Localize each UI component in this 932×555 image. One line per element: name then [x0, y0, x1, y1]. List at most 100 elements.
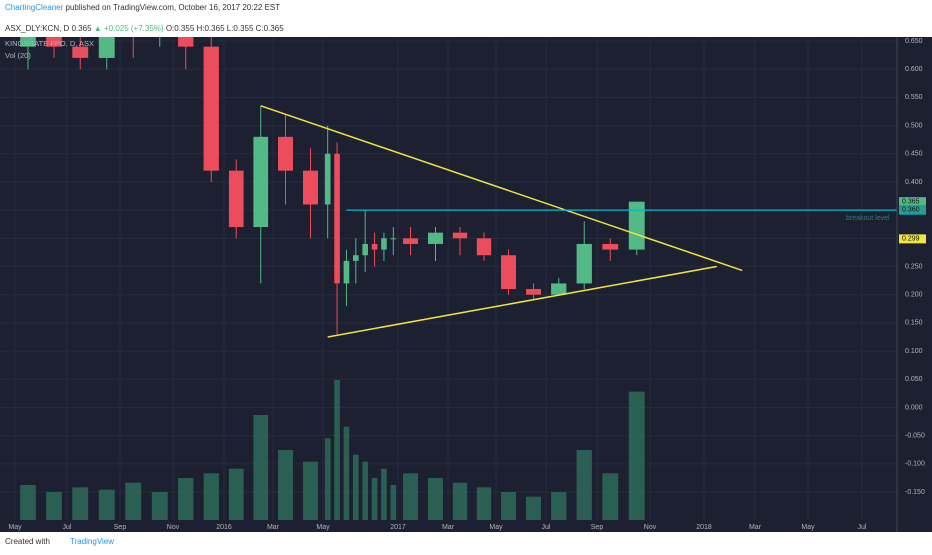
candle-body [390, 238, 397, 240]
volume-bar [628, 391, 645, 520]
y-tick-label: 0.400 [905, 179, 923, 186]
volume-bar [303, 461, 318, 520]
symbol: ASX_DLY:KCN, D [5, 24, 70, 33]
volume-bar [452, 482, 468, 520]
header-bar [0, 0, 932, 37]
candle-body [526, 289, 541, 295]
x-tick-label: Jul [63, 524, 72, 531]
price-marker-label: 0.299 [902, 236, 920, 243]
x-tick-label: Jul [858, 524, 867, 531]
volume-bar [353, 454, 359, 520]
trendline [260, 105, 743, 272]
volume-bar [151, 492, 168, 520]
y-tick-label: 0.250 [905, 263, 923, 270]
volume-bar [576, 450, 592, 520]
y-tick-label: -0.050 [905, 432, 925, 439]
y-tick-label: 0.050 [905, 376, 923, 383]
candle-body [403, 238, 418, 244]
x-tick-label: May [801, 524, 815, 531]
price-marker [899, 234, 926, 244]
x-tick-label: Jul [542, 524, 551, 531]
candle-body [628, 201, 645, 250]
y-tick-label: 0.100 [905, 348, 923, 355]
footer-brand[interactable]: TradingView [70, 537, 114, 546]
volume-bar [46, 492, 62, 520]
price-marker-label: 0.365 [902, 199, 920, 206]
volume-bar [403, 473, 418, 520]
volume-bar [278, 450, 293, 520]
candle-body [324, 153, 331, 205]
candle-body [371, 243, 378, 250]
volume-bar [526, 496, 541, 520]
volume-bar [334, 380, 340, 520]
x-tick-label: 2018 [696, 524, 712, 531]
volume-bar [381, 468, 387, 520]
volume-bar [362, 461, 368, 520]
candle-body [476, 238, 492, 256]
chart-area [0, 37, 932, 532]
volume-bar [228, 468, 244, 520]
ticker-line: ASX_DLY:KCN, D 0.365 ▲ +0.025 (+7.35%) O… [5, 24, 284, 33]
y-tick-label: 0.600 [905, 66, 923, 73]
footer-bar [0, 532, 932, 550]
price-marker [899, 204, 926, 214]
volume-bar [501, 492, 516, 520]
x-tick-label: Nov [644, 524, 657, 531]
candle-body [551, 283, 567, 295]
candle-body [428, 232, 443, 244]
volume-bar [324, 438, 331, 520]
x-tick-label: May [8, 524, 22, 531]
x-tick-label: Mar [749, 524, 762, 531]
trendline [327, 265, 717, 338]
y-tick-label: 0.650 [905, 38, 923, 45]
candle-body [343, 260, 350, 284]
y-tick-label: -0.100 [905, 461, 925, 468]
legend-title: KINGSGATE FPO, D, ASX [5, 39, 94, 48]
footer-created: Created with [5, 537, 50, 546]
x-tick-label: Mar [267, 524, 280, 531]
volume-bar [390, 485, 397, 520]
x-tick-label: Sep [591, 524, 604, 531]
y-tick-label: 0.150 [905, 320, 923, 327]
candle-body [576, 243, 592, 284]
candle-body [203, 46, 219, 171]
candle-body [602, 243, 619, 250]
candle-body [303, 170, 318, 205]
x-tick-label: Mar [442, 524, 455, 531]
volume-bar [20, 485, 36, 520]
y-tick-label: 0.200 [905, 292, 923, 299]
candle-body [501, 255, 516, 290]
volume-bar [98, 489, 115, 520]
price-marker [899, 197, 926, 207]
change: ▲ +0.025 (+7.35%) [94, 24, 164, 33]
x-tick-label: May [489, 524, 503, 531]
candle-body [278, 136, 293, 171]
x-tick-label: Nov [167, 524, 180, 531]
candle-body [253, 136, 269, 228]
candle-body [178, 37, 194, 47]
x-tick-label: 2017 [390, 524, 406, 531]
last: 0.365 [72, 24, 93, 33]
volume-bar [602, 473, 619, 520]
x-tick-label: Sep [114, 524, 127, 531]
x-tick-label: 2016 [216, 524, 232, 531]
volume-bar [428, 478, 443, 520]
volume-bar [253, 415, 269, 520]
volume-bar [72, 487, 89, 520]
candle-body [334, 153, 340, 284]
published: published on TradingView.com, October 16… [66, 3, 281, 12]
plot [20, 37, 897, 520]
candle-body [452, 232, 468, 239]
candle-body [72, 46, 89, 58]
volume-bar [343, 426, 350, 520]
volume-bar [178, 478, 194, 520]
candle-body [362, 243, 368, 256]
author[interactable]: ChartingCleaner [5, 3, 64, 12]
level-label: breakout level [846, 215, 890, 222]
volume-bar [476, 487, 492, 520]
header-line: ChartingCleaner published on TradingView… [5, 3, 280, 12]
candle-body [98, 37, 115, 58]
y-tick-label: 0.000 [905, 404, 923, 411]
candle-body [20, 37, 36, 47]
